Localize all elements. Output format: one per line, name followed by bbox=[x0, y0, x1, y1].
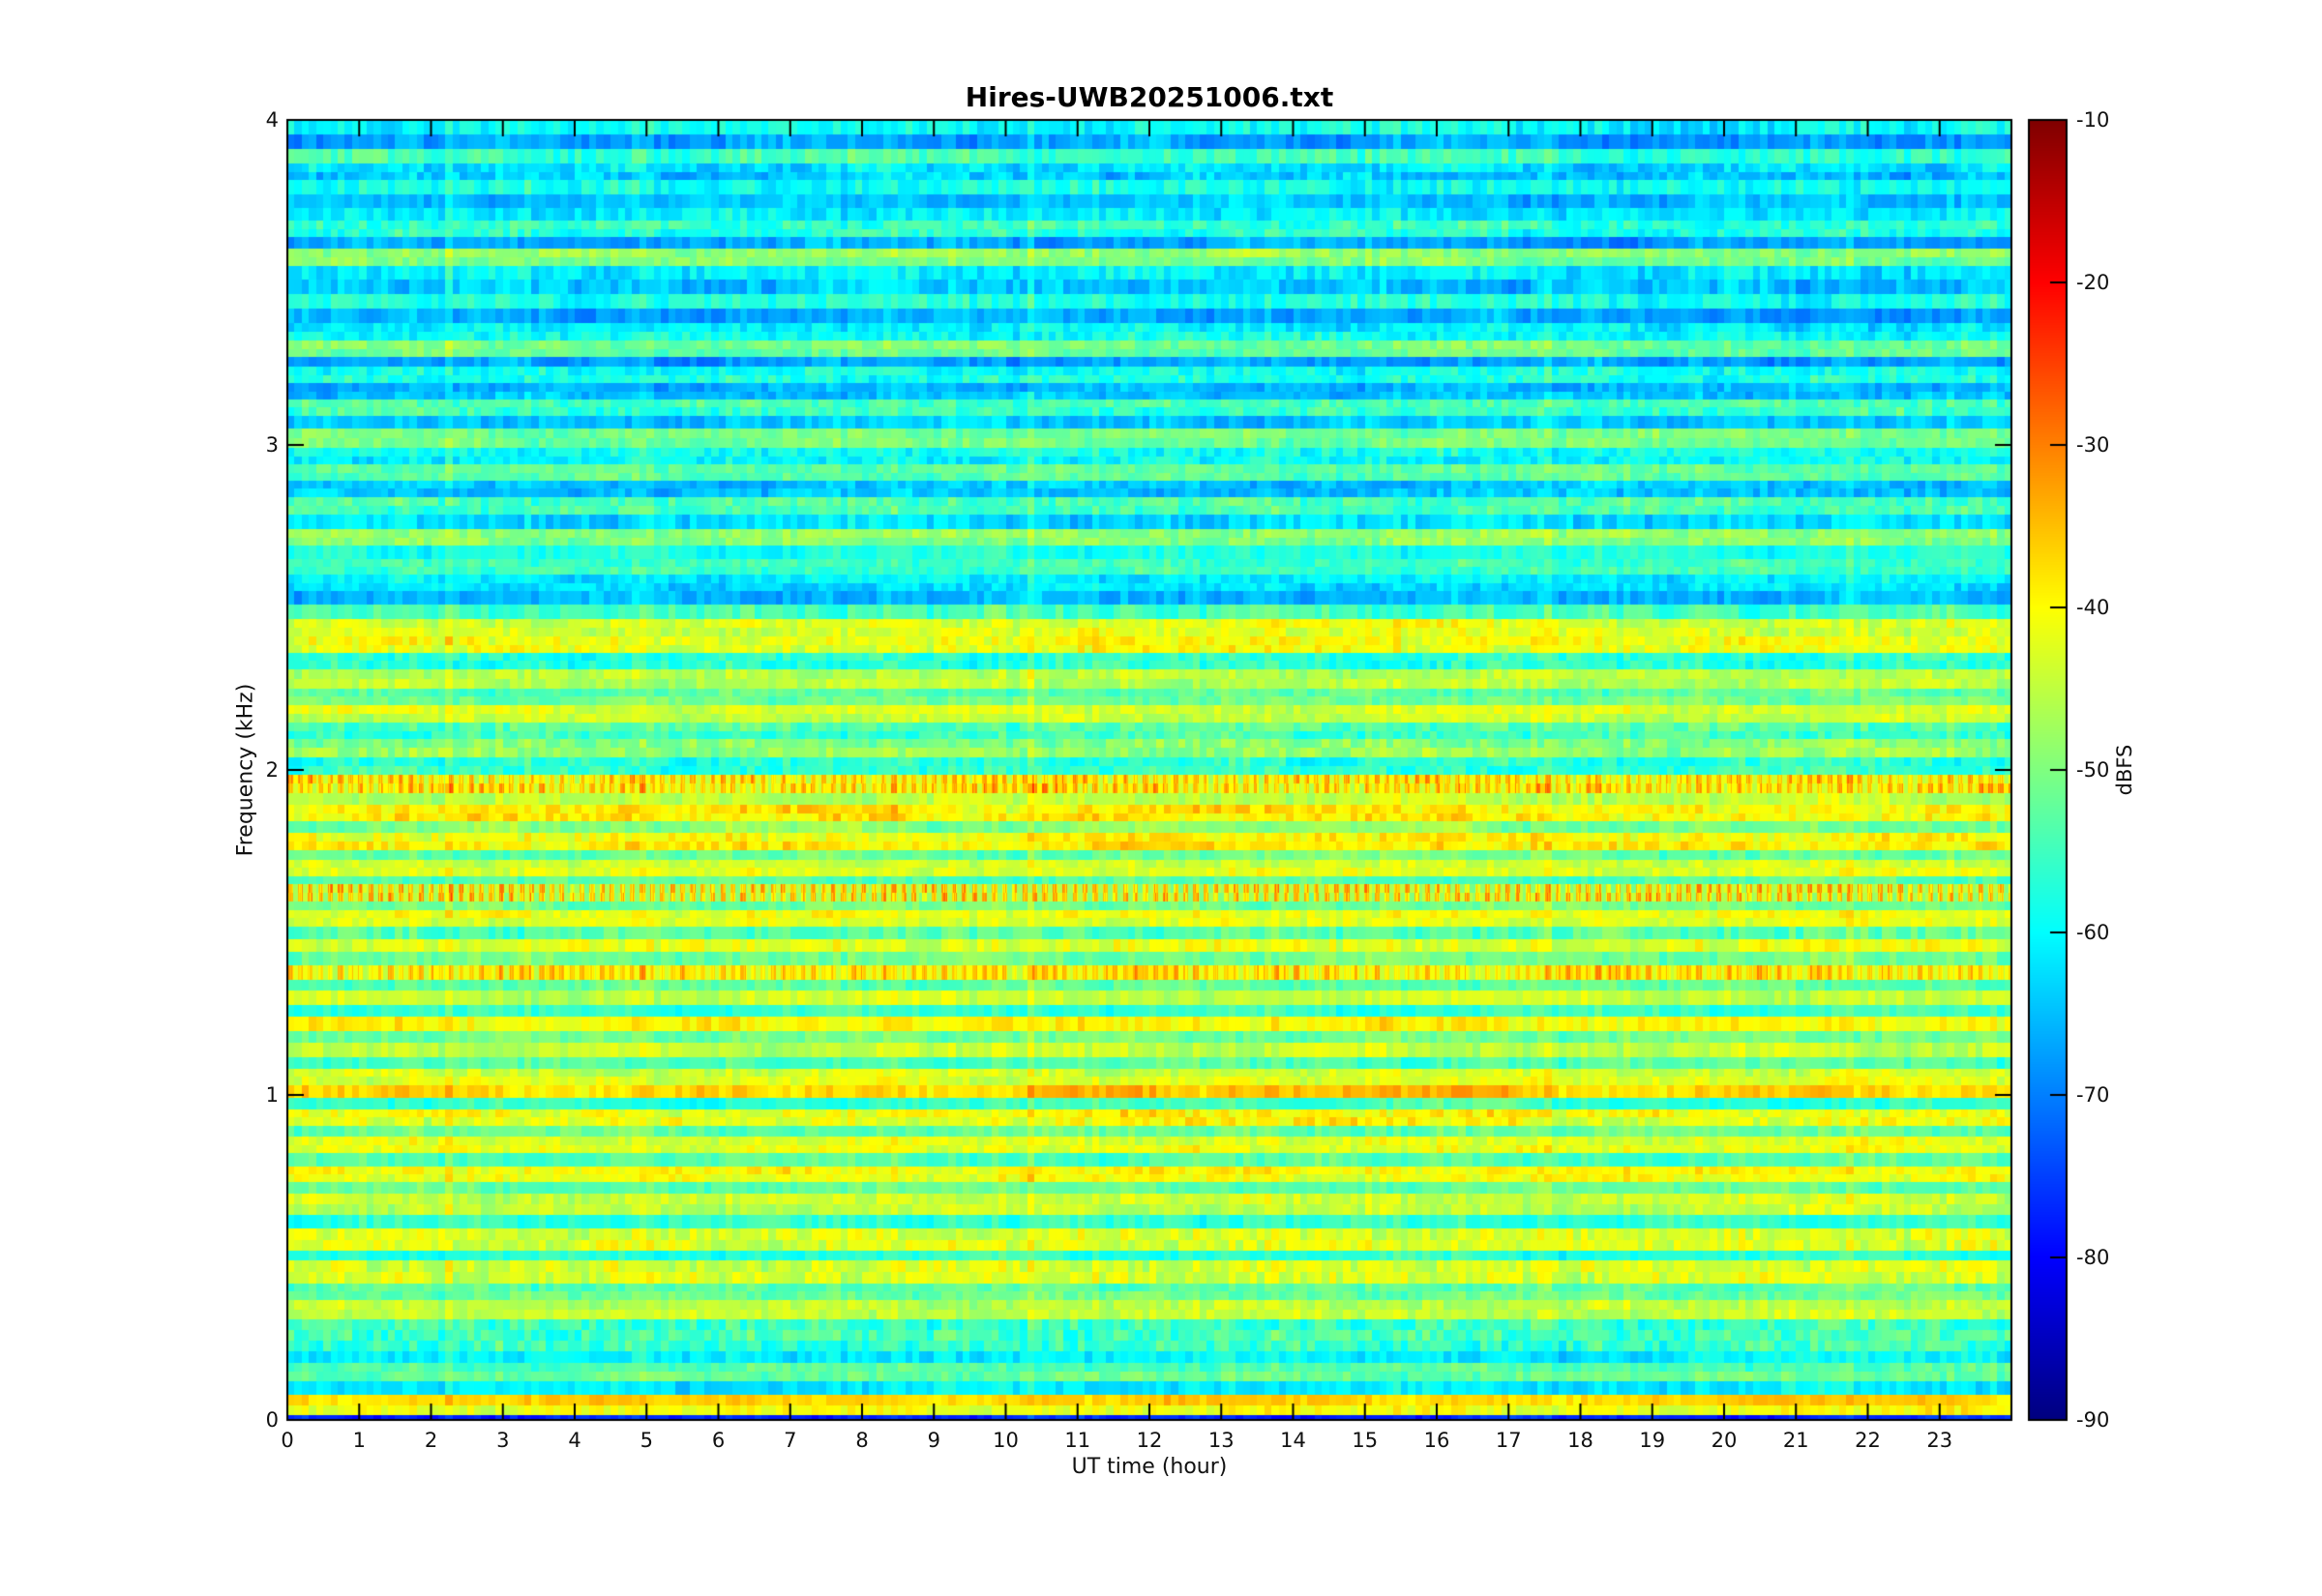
x-tick-label: 10 bbox=[993, 1429, 1019, 1452]
x-tick-label: 2 bbox=[424, 1429, 438, 1452]
x-tick-label: 6 bbox=[711, 1429, 726, 1452]
colorbar-tick-label: -30 bbox=[2076, 433, 2110, 457]
x-tick-label: 18 bbox=[1567, 1429, 1593, 1452]
x-tick-label: 3 bbox=[496, 1429, 510, 1452]
x-tick-label: 20 bbox=[1711, 1429, 1738, 1452]
colorbar-tick-label: -80 bbox=[2076, 1246, 2110, 1269]
colorbar-tick-label: -70 bbox=[2076, 1083, 2110, 1107]
x-tick-label: 15 bbox=[1352, 1429, 1379, 1452]
colorbar-tick-label: -90 bbox=[2076, 1408, 2110, 1432]
x-tick-label: 19 bbox=[1639, 1429, 1666, 1452]
x-tick-label: 5 bbox=[640, 1429, 653, 1452]
x-tick-label: 14 bbox=[1280, 1429, 1306, 1452]
x-tick-label: 23 bbox=[1926, 1429, 1953, 1452]
x-tick-label: 4 bbox=[568, 1429, 581, 1452]
x-tick-label: 11 bbox=[1064, 1429, 1091, 1452]
x-tick-label: 21 bbox=[1782, 1429, 1809, 1452]
colorbar-tick-label: -50 bbox=[2076, 758, 2110, 782]
y-tick-label: 4 bbox=[265, 108, 279, 132]
colorbar-tick-label: -40 bbox=[2076, 596, 2110, 619]
y-tick-label: 2 bbox=[265, 758, 279, 782]
x-tick-label: 17 bbox=[1495, 1429, 1522, 1452]
x-tick-label: 1 bbox=[352, 1429, 366, 1452]
x-tick-label: 7 bbox=[784, 1429, 797, 1452]
colorbar-tick-label: -60 bbox=[2076, 921, 2110, 944]
x-axis-label: UT time (hour) bbox=[1071, 1455, 1228, 1479]
plot-title: Hires-UWB20251006.txt bbox=[965, 81, 1334, 113]
x-tick-label: 0 bbox=[281, 1429, 294, 1452]
colorbar-label: dBFS bbox=[2113, 744, 2136, 796]
colorbar-tick-label: -20 bbox=[2076, 271, 2110, 294]
colorbar-tick-label: -10 bbox=[2076, 108, 2110, 132]
y-tick-label: 3 bbox=[265, 433, 279, 457]
x-tick-label: 16 bbox=[1423, 1429, 1450, 1452]
x-tick-label: 22 bbox=[1855, 1429, 1881, 1452]
x-tick-label: 8 bbox=[855, 1429, 869, 1452]
x-tick-label: 9 bbox=[927, 1429, 940, 1452]
x-tick-label: 13 bbox=[1207, 1429, 1235, 1452]
y-tick-label: 1 bbox=[265, 1083, 279, 1107]
x-tick-label: 12 bbox=[1136, 1429, 1163, 1452]
y-tick-label: 0 bbox=[265, 1408, 279, 1432]
